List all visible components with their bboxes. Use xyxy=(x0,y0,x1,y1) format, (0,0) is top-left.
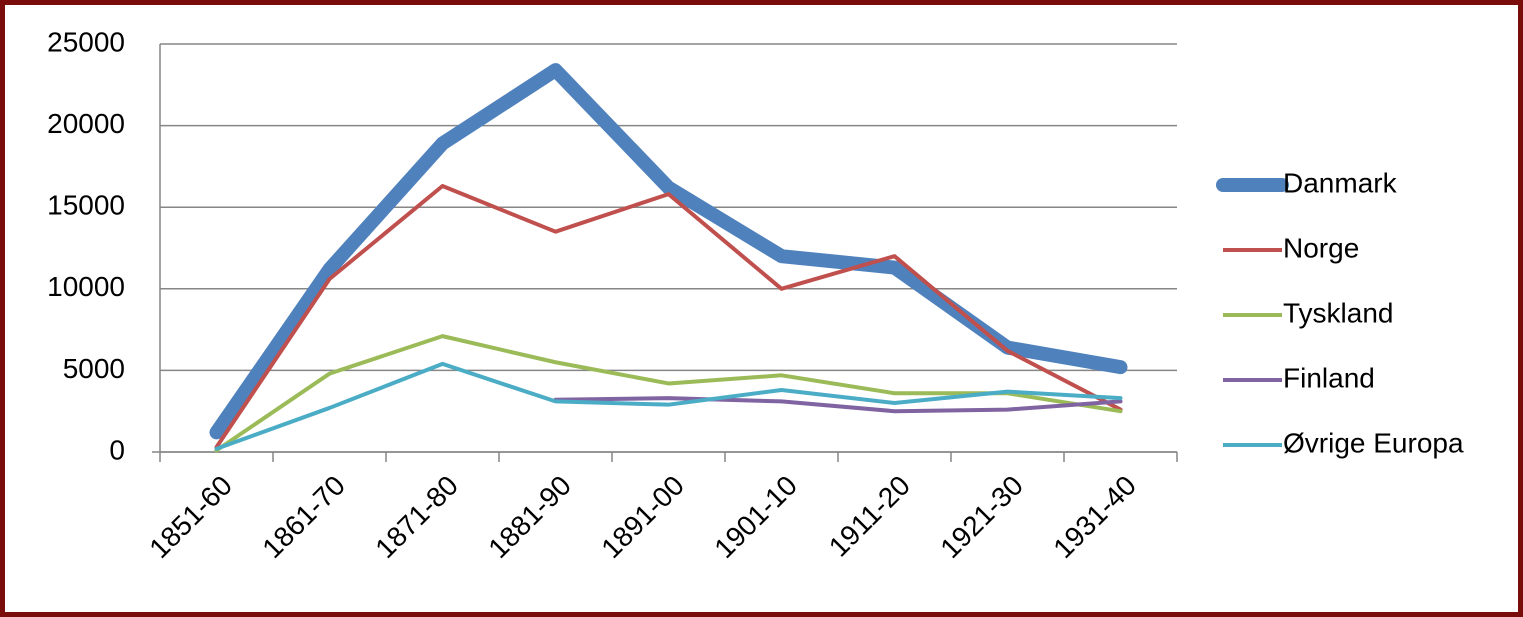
x-tick-label: 1871-80 xyxy=(369,470,464,565)
x-tick-label: 1851-60 xyxy=(143,470,238,565)
legend-label: Danmark xyxy=(1283,167,1398,198)
series-line xyxy=(209,63,1128,440)
y-tick-label: 5000 xyxy=(63,353,125,384)
series-line xyxy=(553,396,1123,414)
x-tick-label: 1881-90 xyxy=(482,470,577,565)
legend-label: Norge xyxy=(1283,232,1359,263)
legend-label: Øvrige Europa xyxy=(1283,427,1464,458)
y-tick-label: 25000 xyxy=(47,26,125,57)
series-line xyxy=(214,361,1123,451)
series-line xyxy=(214,334,1123,453)
x-tick-label: 1861-70 xyxy=(256,470,351,565)
x-tick-label: 1921-30 xyxy=(934,470,1029,565)
x-tick-label: 1891-00 xyxy=(595,470,690,565)
y-tick-label: 0 xyxy=(109,434,125,465)
legend-label: Finland xyxy=(1283,362,1375,393)
x-tick-label: 1931-40 xyxy=(1047,470,1142,565)
x-tick-label: 1911-20 xyxy=(823,470,916,563)
legend-label: Tyskland xyxy=(1283,297,1394,328)
y-tick-label: 15000 xyxy=(47,190,125,221)
x-tick-label: 1901-10 xyxy=(708,470,803,565)
y-tick-label: 20000 xyxy=(47,108,125,139)
series-line xyxy=(214,183,1123,450)
y-tick-label: 10000 xyxy=(47,271,125,302)
